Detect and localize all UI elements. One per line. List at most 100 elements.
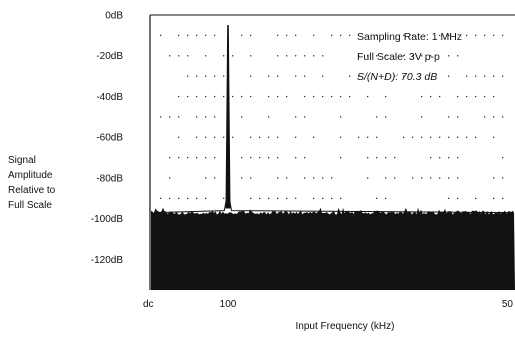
grid-dot bbox=[205, 34, 207, 37]
grid-dot bbox=[313, 177, 315, 179]
grid-dot bbox=[223, 95, 225, 98]
grid-dot bbox=[232, 136, 234, 138]
grid-dot bbox=[466, 136, 468, 138]
grid-dot bbox=[160, 116, 162, 118]
grid-dot bbox=[421, 55, 423, 57]
grid-dot bbox=[493, 95, 495, 98]
grid-dot bbox=[385, 75, 387, 77]
x-tick-label: dc bbox=[143, 299, 154, 310]
grid-dot bbox=[313, 34, 315, 37]
grid-dot bbox=[214, 95, 216, 98]
grid-dot bbox=[421, 177, 423, 179]
grid-dot bbox=[277, 197, 279, 200]
grid-dot bbox=[322, 75, 324, 77]
grid-dot bbox=[331, 95, 333, 98]
noise-floor-area bbox=[151, 207, 515, 290]
grid-dot bbox=[295, 34, 297, 37]
grid-dot bbox=[187, 197, 189, 200]
grid-dot bbox=[169, 116, 171, 118]
grid-dot bbox=[376, 197, 378, 200]
grid-dot bbox=[196, 95, 198, 98]
grid-dot bbox=[178, 116, 180, 118]
grid-dot bbox=[412, 34, 414, 37]
grid-dot bbox=[394, 177, 396, 179]
grid-dot bbox=[322, 197, 324, 200]
grid-dot bbox=[169, 177, 171, 179]
grid-dot bbox=[169, 197, 171, 200]
grid-dot bbox=[349, 95, 351, 98]
grid-dot bbox=[304, 156, 306, 159]
grid-dot bbox=[178, 34, 180, 37]
grid-dot bbox=[385, 177, 387, 179]
grid-dot bbox=[340, 95, 342, 98]
grid-dot bbox=[466, 34, 468, 37]
grid-dot bbox=[358, 55, 360, 57]
y-tick-label: -100dB bbox=[91, 214, 124, 225]
grid-dot bbox=[286, 95, 288, 98]
grid-dot bbox=[196, 34, 198, 37]
grid-dot bbox=[331, 34, 333, 37]
grid-dot bbox=[421, 136, 423, 138]
grid-dot bbox=[385, 156, 387, 159]
y-tick-label: -20dB bbox=[96, 51, 123, 62]
grid-dot bbox=[178, 197, 180, 200]
grid-dot bbox=[277, 177, 279, 179]
grid-dot bbox=[241, 177, 243, 179]
y-tick-label: 0dB bbox=[105, 11, 123, 22]
grid-dot bbox=[403, 55, 405, 57]
grid-dot bbox=[187, 95, 189, 98]
grid-dot bbox=[376, 156, 378, 159]
grid-dot bbox=[430, 177, 432, 179]
grid-dot bbox=[259, 156, 261, 159]
grid-dot bbox=[295, 136, 297, 138]
x-tick-label: 100 bbox=[220, 299, 237, 310]
grid-dot bbox=[448, 116, 450, 118]
y-tick-label: -120dB bbox=[91, 255, 124, 266]
grid-dot bbox=[493, 136, 495, 138]
grid-dot bbox=[277, 75, 279, 77]
grid-dot bbox=[493, 34, 495, 37]
grid-dot bbox=[358, 136, 360, 138]
grid-dot bbox=[367, 156, 369, 159]
annotation-text: S/(N+D): 70.3 dB bbox=[357, 71, 437, 83]
grid-dot bbox=[313, 55, 315, 57]
grid-dot bbox=[313, 197, 315, 200]
grid-dot bbox=[385, 197, 387, 200]
grid-dot bbox=[277, 156, 279, 159]
grid-dot bbox=[376, 136, 378, 138]
grid-dot bbox=[187, 34, 189, 37]
grid-dot bbox=[286, 197, 288, 200]
grid-dot bbox=[277, 136, 279, 138]
grid-dot bbox=[241, 34, 243, 37]
grid-dot bbox=[502, 75, 504, 77]
grid-dot bbox=[385, 34, 387, 37]
grid-dot bbox=[457, 177, 459, 179]
grid-dot bbox=[313, 136, 315, 138]
grid-dot bbox=[160, 34, 162, 37]
grid-dot bbox=[205, 156, 207, 159]
grid-dot bbox=[304, 177, 306, 179]
grid-dot bbox=[385, 116, 387, 118]
grid-dot bbox=[484, 116, 486, 118]
y-axis-label-line: Amplitude bbox=[8, 170, 53, 181]
grid-dot bbox=[250, 197, 252, 200]
grid-dot bbox=[214, 156, 216, 159]
grid-dot bbox=[205, 177, 207, 179]
grid-dot bbox=[295, 116, 297, 118]
grid-dot bbox=[502, 116, 504, 118]
grid-dot bbox=[322, 177, 324, 179]
grid-dot bbox=[178, 156, 180, 159]
grid-dot bbox=[430, 55, 432, 57]
grid-dot bbox=[295, 197, 297, 200]
y-tick-label: -40dB bbox=[96, 92, 123, 103]
grid-dot bbox=[457, 116, 459, 118]
grid-dot bbox=[448, 177, 450, 179]
grid-dot bbox=[367, 177, 369, 179]
grid-dot bbox=[187, 75, 189, 77]
x-tick-labels: dc 100 50 bbox=[143, 299, 513, 310]
grid-dot bbox=[457, 136, 459, 138]
grid-dot bbox=[448, 197, 450, 200]
grid-dot bbox=[367, 136, 369, 138]
y-tick-label: -60dB bbox=[96, 133, 123, 144]
